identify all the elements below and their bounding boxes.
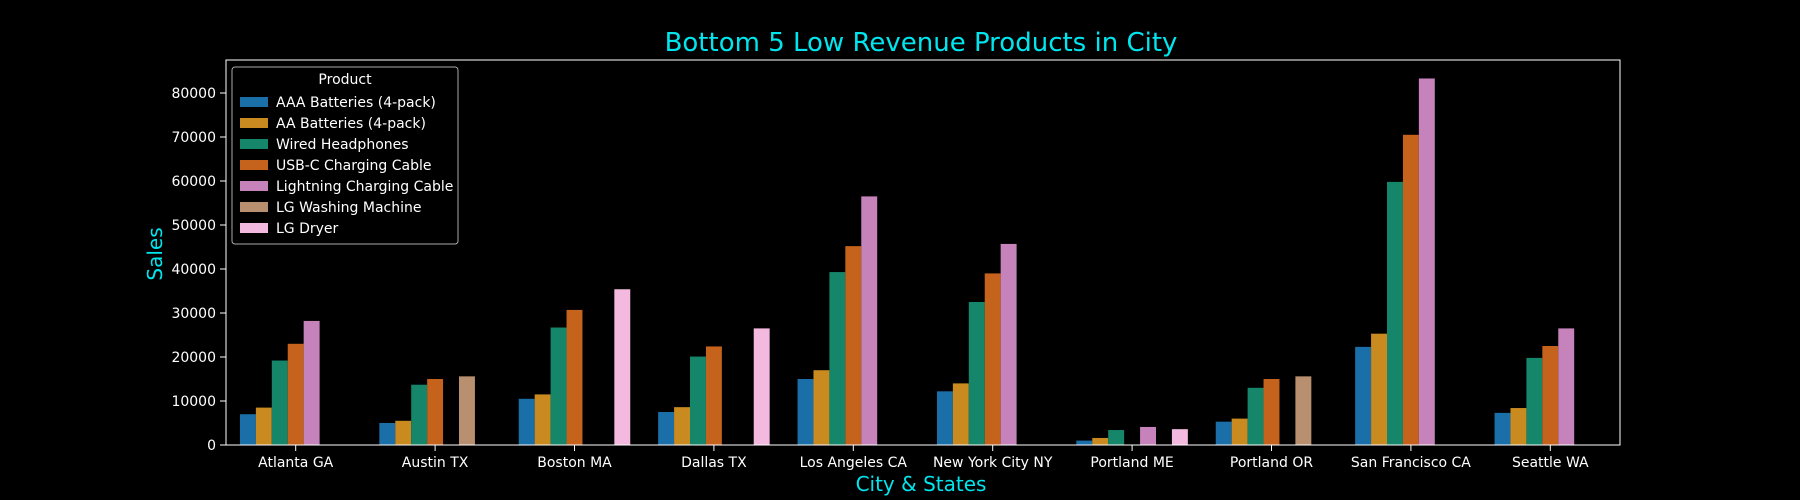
y-axis-label: Sales: [143, 227, 167, 280]
bar: [566, 309, 583, 445]
bar: [1355, 346, 1372, 445]
x-axis-label: City & States: [856, 472, 987, 496]
x-axis: Atlanta GA Austin TX Boston MA Dallas TX Los…: [258, 445, 1589, 471]
y-tick-label: 10000: [171, 394, 216, 410]
legend-entry: AAA Batteries (4-pack): [276, 95, 436, 111]
bars-group: [239, 78, 1575, 446]
x-tick-label: Atlanta GA: [258, 455, 334, 471]
bar: [1510, 408, 1527, 445]
y-tick-label: 60000: [171, 174, 216, 190]
bar: [1402, 134, 1419, 446]
bar: [829, 272, 846, 445]
x-tick-label: New York City NY: [933, 455, 1053, 471]
bar: [287, 343, 304, 445]
y-tick-label: 20000: [171, 350, 216, 366]
x-tick-label: Portland OR: [1230, 455, 1313, 471]
bar: [753, 328, 770, 445]
bar: [968, 302, 985, 445]
y-axis: 0 10000 20000 30000 40000 50000 60000 70000 8000…: [171, 86, 226, 454]
bar: [1371, 333, 1388, 445]
bar: [411, 384, 428, 445]
chart-title: Bottom 5 Low Revenue Products in City: [665, 28, 1178, 58]
bar: [813, 370, 830, 445]
legend-swatch: [240, 223, 268, 233]
bar: [1387, 181, 1403, 445]
bar: [861, 196, 878, 445]
bar: [255, 407, 272, 445]
legend-swatch: [240, 118, 268, 128]
bar: [550, 327, 567, 445]
bar: [1247, 387, 1264, 445]
legend-swatch: [240, 202, 268, 212]
legend-box: [231, 66, 459, 245]
bar: [458, 376, 475, 445]
bar: [1215, 421, 1232, 445]
bar: [518, 398, 535, 445]
bar: [797, 379, 814, 445]
x-tick-label: San Francisco CA: [1351, 455, 1471, 471]
y-tick-label: 40000: [171, 262, 216, 278]
bar: [1494, 412, 1511, 445]
bar: [690, 356, 706, 445]
bar: [984, 273, 1001, 445]
bar: [658, 412, 675, 445]
bar: [534, 394, 551, 445]
legend-entry: Wired Headphones: [276, 137, 409, 153]
bar: [936, 391, 953, 445]
x-tick-label: Austin TX: [402, 455, 469, 471]
bar: [1558, 328, 1575, 445]
bar: [1000, 243, 1017, 445]
bar: [1171, 429, 1188, 445]
legend-entry: Lightning Charging Cable: [276, 179, 453, 195]
bar: [952, 383, 969, 445]
bar: [1542, 346, 1559, 445]
x-tick-label: Seattle WA: [1512, 455, 1589, 471]
bar: [427, 379, 444, 445]
bar: [1263, 379, 1280, 445]
x-tick-label: Portland ME: [1090, 455, 1173, 471]
bar: [303, 320, 320, 445]
legend-swatch: [240, 160, 268, 170]
x-tick-label: Boston MA: [537, 455, 612, 471]
bar: [705, 346, 722, 445]
y-tick-label: 70000: [171, 130, 216, 146]
y-tick-label: 0: [207, 438, 216, 454]
x-tick-label: Los Angeles CA: [800, 455, 908, 471]
bar: [1295, 376, 1312, 445]
legend-title: Product: [318, 72, 372, 88]
plot-frame: [225, 59, 1621, 446]
legend-swatch: [240, 181, 268, 191]
x-tick-label: Dallas TX: [681, 455, 747, 471]
bar: [271, 360, 288, 445]
legend-swatch: [240, 97, 268, 107]
legend-swatch: [240, 139, 268, 149]
bar: [674, 407, 691, 445]
bar: [1231, 418, 1248, 445]
bar: [1092, 437, 1109, 445]
y-tick-label: 30000: [171, 306, 216, 322]
y-tick-label: 50000: [171, 218, 216, 234]
legend-entry: LG Dryer: [276, 221, 339, 237]
bar: [395, 420, 412, 445]
bar: [1418, 78, 1435, 445]
bar: [1526, 357, 1543, 445]
bar: [379, 423, 396, 445]
legend-entry: AA Batteries (4-pack): [276, 116, 426, 132]
bar: [1076, 440, 1093, 445]
bar: [1108, 430, 1125, 445]
legend: Product AAA Batteries (4-pack) AA Batterie…: [231, 66, 459, 245]
bar: [614, 289, 631, 445]
bar: [239, 414, 256, 445]
bar: [845, 246, 862, 445]
legend-entry: USB-C Charging Cable: [276, 158, 431, 174]
bar: [1140, 426, 1156, 445]
y-tick-label: 80000: [171, 86, 216, 102]
legend-entry: LG Washing Machine: [276, 200, 422, 216]
